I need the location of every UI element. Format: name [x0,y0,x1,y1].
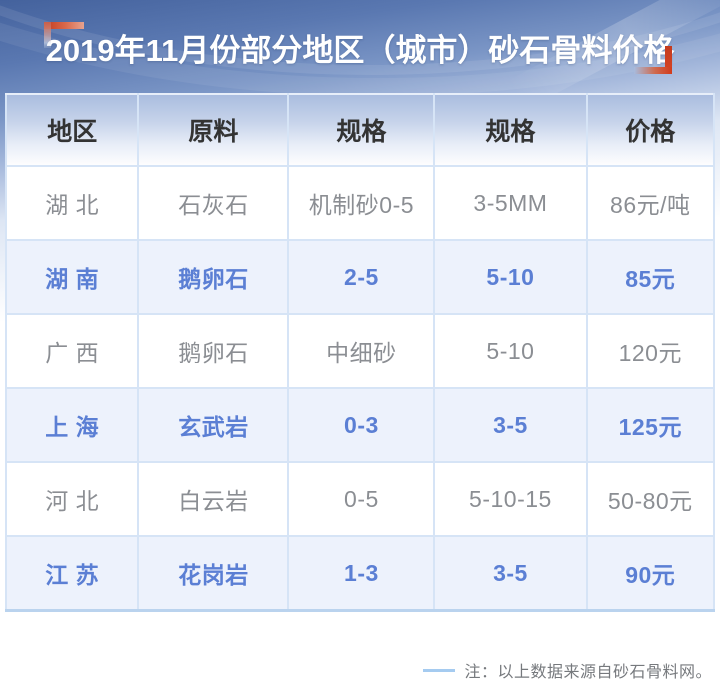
cell-material: 鹅卵石 [137,239,290,315]
corner-bracket-bottom-right-icon [634,46,672,74]
cell-region: 广 西 [4,313,140,389]
source-footnote: 注：以上数据来源自砂石骨料网。 [423,658,712,682]
cell-spec-1: 0-5 [287,461,436,537]
note-text: 注：以上数据来源自砂石骨料网。 [464,664,712,681]
cell-region: 湖 北 [4,165,140,241]
cell-region: 河 北 [4,461,140,537]
table-header-row: 地区 原料 规格 规格 价格 [4,93,716,167]
price-table: 地区 原料 规格 规格 价格 湖 北 石灰石 机制砂0-5 3-5MM 86元/… [4,93,716,612]
cell-spec-2: 3-5 [433,535,588,612]
cell-spec-2: 3-5MM [433,165,588,241]
cell-spec-1: 中细砂 [287,313,436,389]
cell-spec-2: 5-10 [433,313,588,389]
cell-price: 86元/吨 [585,165,716,241]
cell-spec-2: 5-10-15 [433,461,588,537]
column-header-spec-1: 规格 [287,93,436,167]
table-row: 广 西 鹅卵石 中细砂 5-10 120元 [4,313,716,389]
cell-price: 85元 [585,239,716,315]
table-row: 河 北 白云岩 0-5 5-10-15 50-80元 [4,461,716,537]
note-dash-icon [423,668,456,672]
cell-material: 石灰石 [137,165,290,241]
column-header-material: 原料 [137,93,290,167]
corner-bracket-top-left-icon [44,22,84,48]
cell-spec-1: 1-3 [287,535,436,612]
column-header-region: 地区 [4,93,140,167]
cell-spec-1: 2-5 [287,239,436,315]
cell-material: 白云岩 [137,461,290,537]
cell-spec-2: 5-10 [433,239,588,315]
cell-region: 上 海 [4,387,140,463]
table-row: 湖 南 鹅卵石 2-5 5-10 85元 [4,239,716,315]
cell-material: 玄武岩 [137,387,290,463]
cell-spec-1: 0-3 [287,387,436,463]
title-banner: 2019年11月份部分地区（城市）砂石骨料价格 [0,0,720,93]
cell-region: 江 苏 [4,535,140,612]
cell-material: 花岗岩 [137,535,290,612]
column-header-price: 价格 [585,93,716,167]
table-row: 上 海 玄武岩 0-3 3-5 125元 [4,387,716,463]
cell-price: 120元 [585,313,716,389]
price-table-container: 地区 原料 规格 规格 价格 湖 北 石灰石 机制砂0-5 3-5MM 86元/… [4,93,716,612]
cell-region: 湖 南 [4,239,140,315]
cell-price: 90元 [585,535,716,612]
cell-price: 125元 [585,387,716,463]
column-header-spec-2: 规格 [433,93,588,167]
table-row: 湖 北 石灰石 机制砂0-5 3-5MM 86元/吨 [4,165,716,241]
table-row: 江 苏 花岗岩 1-3 3-5 90元 [4,535,716,612]
page-title: 2019年11月份部分地区（城市）砂石骨料价格 [45,33,675,68]
cell-price: 50-80元 [585,461,716,537]
cell-spec-1: 机制砂0-5 [287,165,436,241]
cell-spec-2: 3-5 [433,387,588,463]
cell-material: 鹅卵石 [137,313,290,389]
